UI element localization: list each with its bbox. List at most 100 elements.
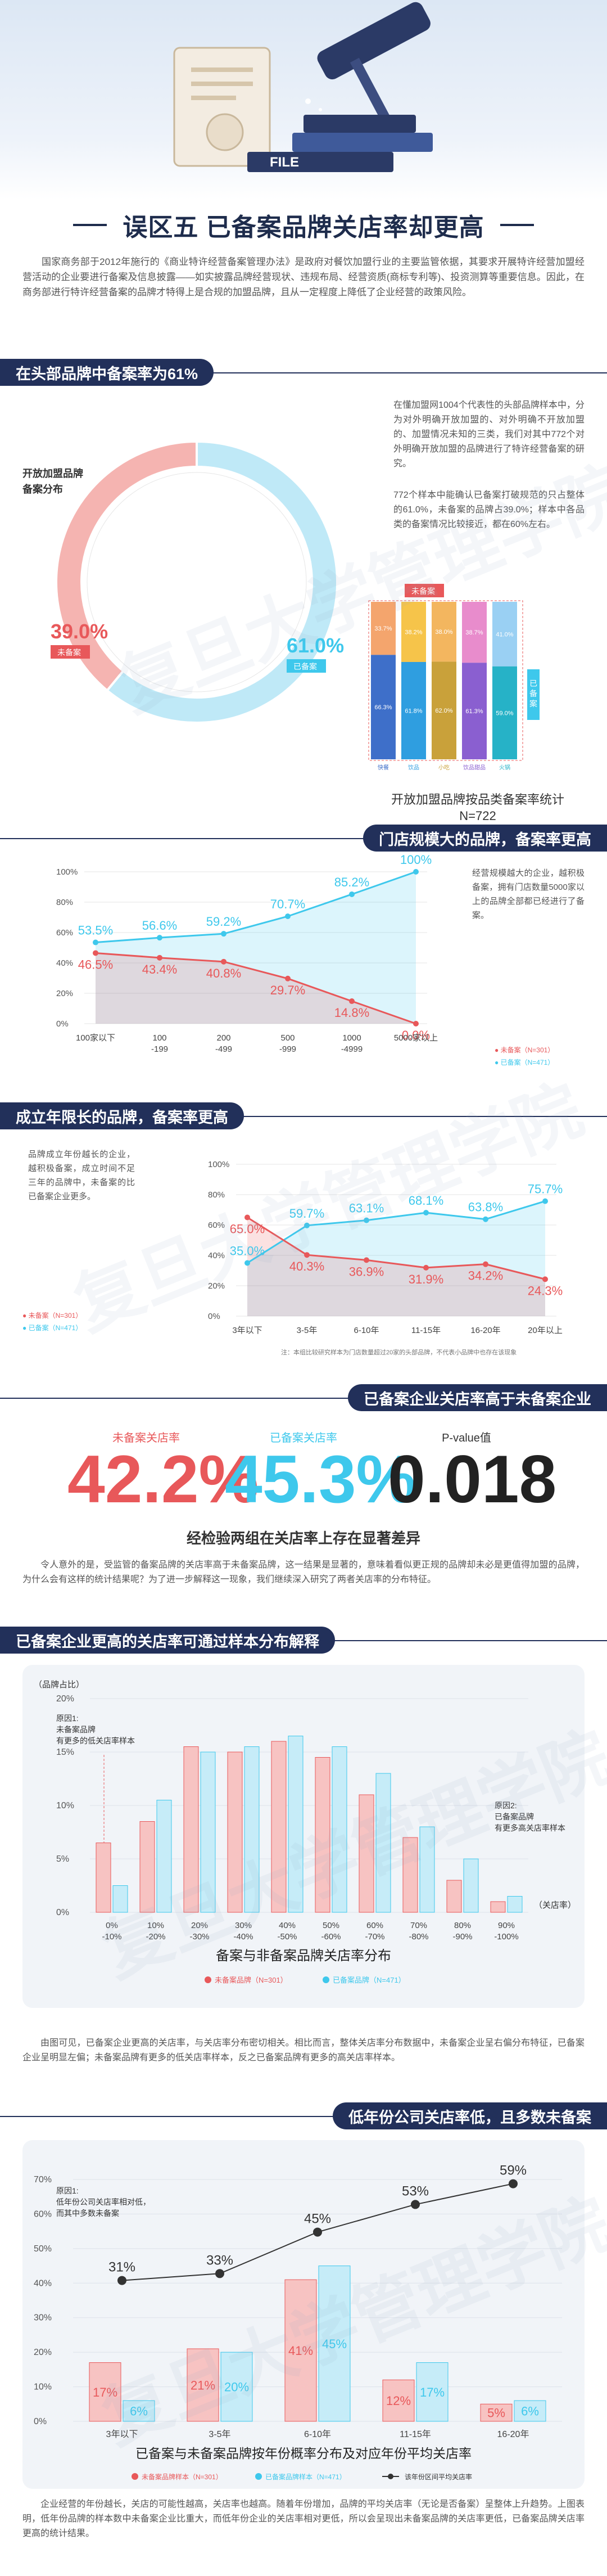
legend-dot-red bbox=[132, 2473, 138, 2480]
svg-text:FILE: FILE bbox=[270, 155, 299, 170]
point-unfiled bbox=[285, 975, 291, 981]
chart-caption: 备案与非备案品牌关店率分布 bbox=[216, 1948, 391, 1963]
annotation-reason-2: 原因2: bbox=[495, 1801, 517, 1810]
x-tick-label: 30% bbox=[235, 1921, 252, 1930]
bar-filed bbox=[288, 1736, 304, 1913]
bar-value-unfiled: 17% bbox=[93, 2385, 117, 2399]
point-filed bbox=[423, 1210, 429, 1216]
y-tick-label: 20% bbox=[56, 989, 73, 998]
bar-filed bbox=[375, 1773, 391, 1913]
bar-side-tag-char: 已 bbox=[529, 679, 537, 688]
bar-filed bbox=[416, 2362, 449, 2422]
legend-line-dot bbox=[388, 2474, 393, 2479]
y-tick-label: 60% bbox=[34, 2209, 52, 2219]
value-label-unfiled: 40.8% bbox=[206, 966, 241, 980]
bar-value-unfiled: 21% bbox=[191, 2379, 215, 2393]
stacked-bar-chart: 未备案 33.7% 66.3% 快餐 38.2% 61.8% 饮品 38.0% 62.0% 小吃 3… bbox=[368, 584, 540, 771]
avg-closure-point bbox=[509, 2179, 518, 2188]
x-tick-label: 1000 bbox=[342, 1033, 361, 1043]
y-tick-label: 0% bbox=[208, 1312, 220, 1321]
avg-closure-label: 33% bbox=[206, 2253, 233, 2268]
value-label-filed: 53.5% bbox=[78, 924, 113, 938]
section-heading-s5: 已备案企业更高的关店率可通过样本分布解释 bbox=[0, 1627, 335, 1654]
x-tick-label: -60% bbox=[321, 1932, 341, 1942]
point-unfiled bbox=[364, 1257, 369, 1263]
avg-closure-point bbox=[117, 2276, 126, 2285]
y-tick-label: 40% bbox=[56, 958, 73, 968]
bar-value-filed: 6% bbox=[521, 2404, 539, 2419]
section-rule bbox=[0, 1116, 607, 1117]
value-label-unfiled: 65.0% bbox=[230, 1222, 265, 1236]
bar-segment-unfiled bbox=[401, 602, 426, 662]
s4-text: 令人意外的是，受监管的备案品牌的关店率高于未备案品牌，这一结果是显著的，意味着看… bbox=[22, 1560, 585, 1584]
line-unfiled bbox=[95, 952, 416, 1025]
legend-label: 未备案（N=301） bbox=[500, 1046, 555, 1054]
bar-segment-filed bbox=[492, 666, 517, 759]
bar-area-frame bbox=[368, 600, 523, 761]
bar-segment-unfiled bbox=[492, 602, 517, 666]
point-unfiled bbox=[93, 950, 98, 956]
point-filed bbox=[93, 939, 98, 945]
annotation-reason-2: 有更多高关店率样本 bbox=[495, 1823, 565, 1832]
founding-years-area-chart: 0% 20% 40% 60% 80% 100% 35.0% 59.7% 63.1% 68.1% 63… bbox=[208, 1160, 563, 1335]
x-axis-title: （关店率） bbox=[534, 1901, 576, 1910]
x-tick-label: 6-10年 bbox=[354, 1326, 379, 1335]
annotation-reason-1: 原因1: bbox=[56, 1714, 79, 1723]
x-tick-label: 11-15年 bbox=[411, 1326, 441, 1335]
bar-segment-unfiled bbox=[462, 602, 487, 663]
section-heading-s6: 低年份公司关店率低，且多数未备案 bbox=[333, 2102, 607, 2129]
line-unfiled bbox=[247, 1217, 546, 1280]
intro-paragraph: 国家商务部于2012年施行的《商业特许经营备案管理办法》是政府对餐饮加盟行业的主… bbox=[22, 256, 585, 298]
point-unfiled bbox=[413, 1021, 419, 1026]
stat-value-unfiled: 42.2% bbox=[67, 1442, 259, 1517]
y-tick-label: 100% bbox=[56, 867, 78, 877]
value-label-unfiled: 31.9% bbox=[409, 1272, 443, 1286]
point-filed bbox=[483, 1216, 488, 1222]
legend-label-line: 该年份区间平均关店率 bbox=[405, 2473, 472, 2481]
bar-unfiled bbox=[480, 2403, 513, 2422]
bar-segment-filed bbox=[401, 661, 426, 759]
point-unfiled bbox=[304, 1252, 310, 1258]
x-tick-label: -499 bbox=[215, 1044, 232, 1054]
bar-filed bbox=[220, 2352, 253, 2422]
bar-segment-filed bbox=[371, 655, 396, 759]
point-unfiled bbox=[483, 1261, 488, 1267]
bar-unfiled bbox=[271, 1741, 287, 1913]
bar-category-label: 火锅 bbox=[499, 764, 510, 771]
bar-unfiled bbox=[490, 1901, 506, 1913]
x-tick-label: 50% bbox=[323, 1921, 339, 1930]
bar-unfiled bbox=[187, 2348, 219, 2422]
point-filed bbox=[244, 1260, 250, 1266]
pie-hole bbox=[87, 472, 307, 692]
years-closure-chart: 0% 10% 20% 30% 40% 50% 60% 70% 17% 6% 3年以下 31% 21% 20… bbox=[34, 2163, 562, 2481]
bar-value-unfiled: 5% bbox=[487, 2406, 505, 2420]
bar-segment-filed bbox=[462, 663, 487, 759]
legend-label-red: 未备案品牌（N=301） bbox=[215, 1976, 288, 1984]
section-heading-s4: 已备案企业关店率高于未备案企业 bbox=[348, 1384, 607, 1411]
bar-category-label: 饮品 bbox=[408, 764, 419, 771]
y-tick-label: 0% bbox=[34, 2417, 47, 2426]
bar-filed bbox=[514, 2400, 546, 2422]
bar-filed bbox=[156, 1800, 172, 1913]
bar-unfiled bbox=[139, 1821, 155, 1913]
hero-illustration: FILE bbox=[173, 2, 433, 172]
x-tick-label: 100 bbox=[152, 1033, 166, 1043]
bar-category-label: 快餐 bbox=[378, 764, 389, 771]
bar-unfiled bbox=[359, 1794, 374, 1913]
bar-filed bbox=[112, 1885, 128, 1913]
area-filed bbox=[247, 1201, 545, 1316]
point-filed bbox=[349, 891, 355, 897]
bar-unfiled bbox=[96, 1843, 111, 1913]
point-unfiled bbox=[349, 998, 355, 1005]
x-tick-label: 6-10年 bbox=[304, 2429, 331, 2439]
avg-closure-point bbox=[411, 2200, 420, 2209]
bar-value-unfiled: 38.2% bbox=[405, 629, 422, 636]
y-tick-label: 20% bbox=[34, 2348, 52, 2357]
title-divider-right bbox=[500, 224, 534, 226]
point-filed bbox=[364, 1217, 369, 1223]
bar-top-tag: 未备案 bbox=[411, 587, 435, 596]
bar-side-tag-char: 案 bbox=[529, 699, 537, 708]
s5-text: 由图可见，已备案企业更高的关店率，与关店率分布密切相关。相比而言，整体关店率分布… bbox=[22, 2038, 585, 2062]
value-label-unfiled: 24.3% bbox=[528, 1284, 563, 1298]
